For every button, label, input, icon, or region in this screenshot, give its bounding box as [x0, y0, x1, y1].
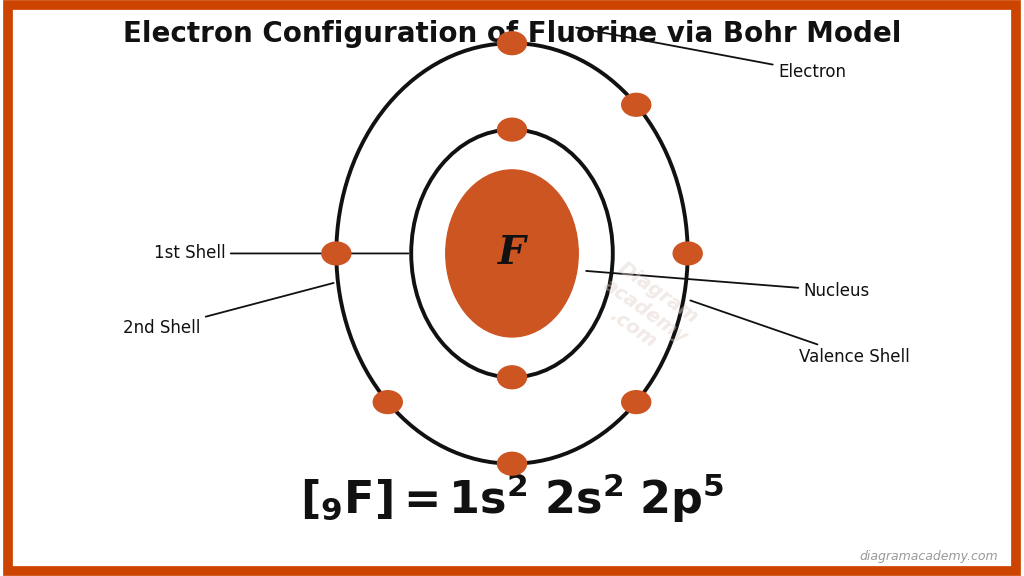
Text: Diagram
academy
.com: Diagram academy .com: [587, 257, 703, 365]
Text: $\mathbf{[_9F] = 1s^2\ 2s^2\ 2p^5}$: $\mathbf{[_9F] = 1s^2\ 2s^2\ 2p^5}$: [300, 471, 724, 525]
Ellipse shape: [498, 366, 526, 389]
Text: diagramacademy.com: diagramacademy.com: [860, 550, 998, 563]
Ellipse shape: [622, 391, 650, 414]
Text: 1st Shell: 1st Shell: [154, 244, 409, 263]
Ellipse shape: [445, 170, 579, 337]
Text: Electron Configuration of Fluorine via Bohr Model: Electron Configuration of Fluorine via B…: [123, 20, 901, 48]
Text: 2nd Shell: 2nd Shell: [123, 283, 334, 338]
Text: F: F: [499, 234, 525, 272]
Ellipse shape: [498, 452, 526, 475]
Ellipse shape: [374, 391, 402, 414]
Ellipse shape: [673, 242, 702, 265]
Text: Nucleus: Nucleus: [586, 271, 870, 300]
Text: Valence Shell: Valence Shell: [690, 301, 909, 366]
Ellipse shape: [498, 118, 526, 141]
Ellipse shape: [322, 242, 351, 265]
Ellipse shape: [498, 32, 526, 55]
Text: Electron: Electron: [577, 28, 846, 81]
Ellipse shape: [622, 93, 650, 116]
